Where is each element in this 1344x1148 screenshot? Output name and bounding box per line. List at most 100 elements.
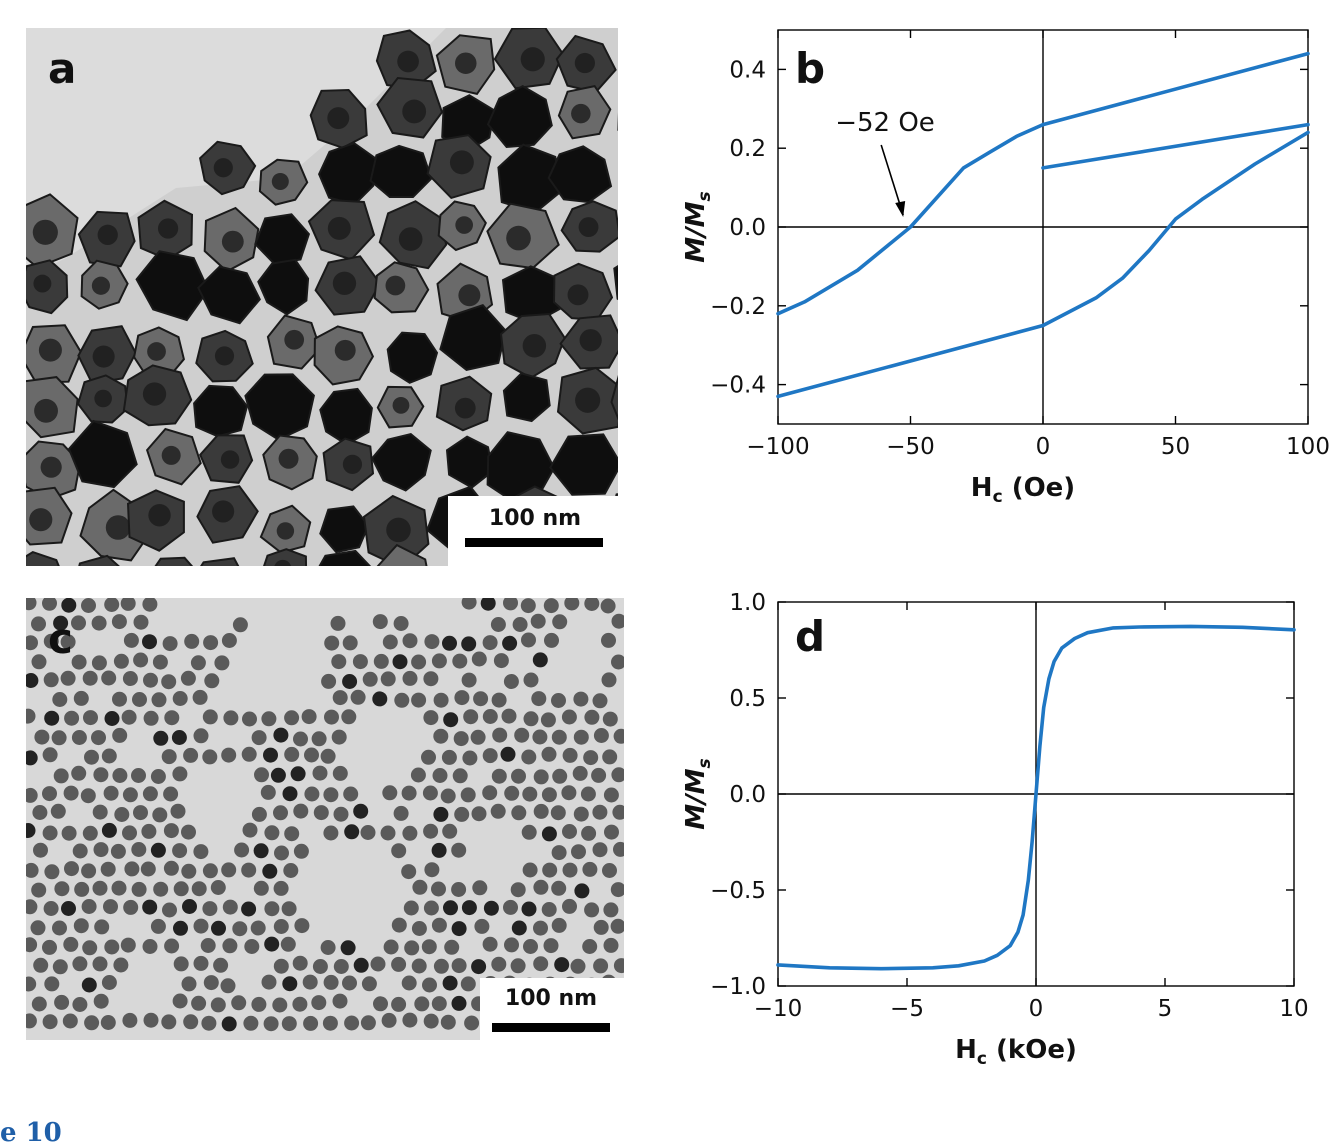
x-axis-label: Hc (kOe) bbox=[955, 1035, 1077, 1069]
nanoparticle bbox=[543, 938, 559, 954]
nanoparticle bbox=[376, 543, 428, 566]
nanoparticle bbox=[504, 785, 520, 801]
nanoparticle bbox=[71, 615, 86, 631]
nanoparticle bbox=[342, 674, 358, 689]
nanoparticle bbox=[92, 956, 108, 972]
nanoparticle bbox=[200, 938, 216, 953]
nanoparticle bbox=[320, 940, 336, 955]
nanoparticle bbox=[26, 708, 36, 724]
nanoparticle-core bbox=[276, 522, 295, 540]
y-tick-label: 1.0 bbox=[729, 590, 766, 616]
nanoparticle bbox=[172, 691, 188, 706]
nanoparticle bbox=[533, 879, 549, 895]
nanoparticle bbox=[172, 766, 188, 782]
nanoparticle bbox=[272, 997, 288, 1013]
nanoparticle bbox=[103, 785, 119, 801]
nanoparticle bbox=[260, 784, 276, 800]
nanoparticle bbox=[490, 803, 506, 819]
nanoparticle bbox=[281, 901, 297, 917]
nanoparticle bbox=[293, 731, 308, 747]
nanoparticle bbox=[220, 978, 236, 994]
nanoparticle bbox=[383, 939, 399, 955]
nanoparticle bbox=[91, 615, 107, 631]
nanoparticle bbox=[123, 899, 139, 915]
nanoparticle bbox=[140, 861, 156, 877]
nanoparticle bbox=[332, 993, 348, 1009]
nanoparticle bbox=[521, 632, 536, 648]
nanoparticle bbox=[613, 841, 624, 857]
nanoparticle bbox=[442, 823, 458, 839]
nanoparticle bbox=[193, 955, 209, 971]
nanoparticle bbox=[104, 598, 120, 612]
nanoparticle bbox=[91, 655, 107, 671]
nanoparticle bbox=[63, 785, 79, 801]
nanoparticle bbox=[183, 747, 199, 763]
nanoparticle bbox=[80, 788, 96, 804]
nanoparticle bbox=[353, 957, 369, 973]
chart-d-svg: −10 −5 0 5 10 −1.0 −0.5 0.0 0.5 1.0 Hc (kOe) M/Ms bbox=[681, 590, 1309, 1069]
nanoparticle bbox=[532, 652, 548, 668]
nanoparticle bbox=[42, 747, 58, 763]
nanoparticle bbox=[54, 881, 70, 897]
nanoparticle bbox=[182, 899, 197, 914]
nanoparticle bbox=[32, 805, 48, 820]
x-axis-label: Hc (Oe) bbox=[971, 473, 1075, 507]
nanoparticle bbox=[251, 996, 267, 1012]
nanoparticle bbox=[600, 598, 616, 614]
nanoparticle bbox=[423, 671, 439, 687]
nanoparticle bbox=[500, 746, 516, 762]
nanoparticle-core bbox=[94, 389, 112, 408]
nanoparticle-core bbox=[92, 345, 115, 368]
nanoparticle bbox=[113, 653, 129, 669]
nanoparticle bbox=[282, 786, 298, 802]
nanoparticle bbox=[451, 842, 467, 858]
nanoparticle bbox=[142, 939, 158, 954]
nanoparticle bbox=[31, 616, 46, 632]
nanoparticle-core bbox=[220, 450, 240, 469]
nanoparticle-core bbox=[578, 217, 599, 238]
panel-label-d: d bbox=[795, 612, 826, 661]
nanoparticle bbox=[293, 803, 309, 819]
nanoparticle bbox=[264, 901, 280, 917]
nanoparticle bbox=[163, 786, 179, 802]
nanoparticle bbox=[93, 842, 109, 858]
nanoparticle bbox=[473, 691, 489, 707]
nanoparticle bbox=[382, 785, 398, 801]
nanoparticle-core bbox=[386, 517, 411, 543]
chart-d: −10 −5 0 5 10 −1.0 −0.5 0.0 0.5 1.0 Hc (kOe) M/Ms d bbox=[660, 590, 1344, 1080]
nanoparticle bbox=[64, 861, 79, 877]
y-tick-label: −0.5 bbox=[710, 878, 766, 904]
nanoparticle bbox=[262, 863, 278, 879]
nanoparticle bbox=[73, 918, 89, 934]
nanoparticle-core bbox=[575, 387, 601, 413]
nanoparticle bbox=[243, 1015, 259, 1031]
nanoparticle-core bbox=[397, 50, 419, 73]
panel-label-b: b bbox=[795, 44, 826, 93]
nanoparticle bbox=[204, 673, 220, 689]
nanoparticle bbox=[323, 825, 339, 841]
nanoparticle-core bbox=[161, 445, 181, 465]
nanoparticle bbox=[26, 823, 36, 838]
nanoparticle bbox=[451, 882, 467, 897]
nanoparticle bbox=[422, 785, 438, 801]
nanoparticle-core bbox=[522, 334, 547, 358]
nanoparticle bbox=[522, 786, 538, 802]
nanoparticle bbox=[120, 937, 136, 953]
x-axis-label-sub: c bbox=[993, 487, 1003, 507]
nanoparticle bbox=[372, 614, 388, 630]
nanoparticle bbox=[540, 712, 556, 728]
nanoparticle bbox=[250, 920, 266, 936]
nanoparticle bbox=[491, 692, 507, 708]
nanoparticle bbox=[304, 747, 319, 763]
nanoparticle bbox=[523, 672, 539, 688]
nanoparticle bbox=[313, 805, 329, 821]
nanoparticle bbox=[551, 917, 567, 933]
nanoparticle-core bbox=[157, 218, 179, 239]
y-tick-label: 0.0 bbox=[729, 215, 766, 241]
nanoparticle bbox=[223, 710, 239, 726]
nanoparticle bbox=[214, 655, 230, 671]
nanoparticle-core bbox=[97, 224, 118, 245]
nanoparticle bbox=[67, 419, 138, 489]
nanoparticle bbox=[443, 712, 459, 728]
nanoparticle-core bbox=[34, 398, 58, 423]
